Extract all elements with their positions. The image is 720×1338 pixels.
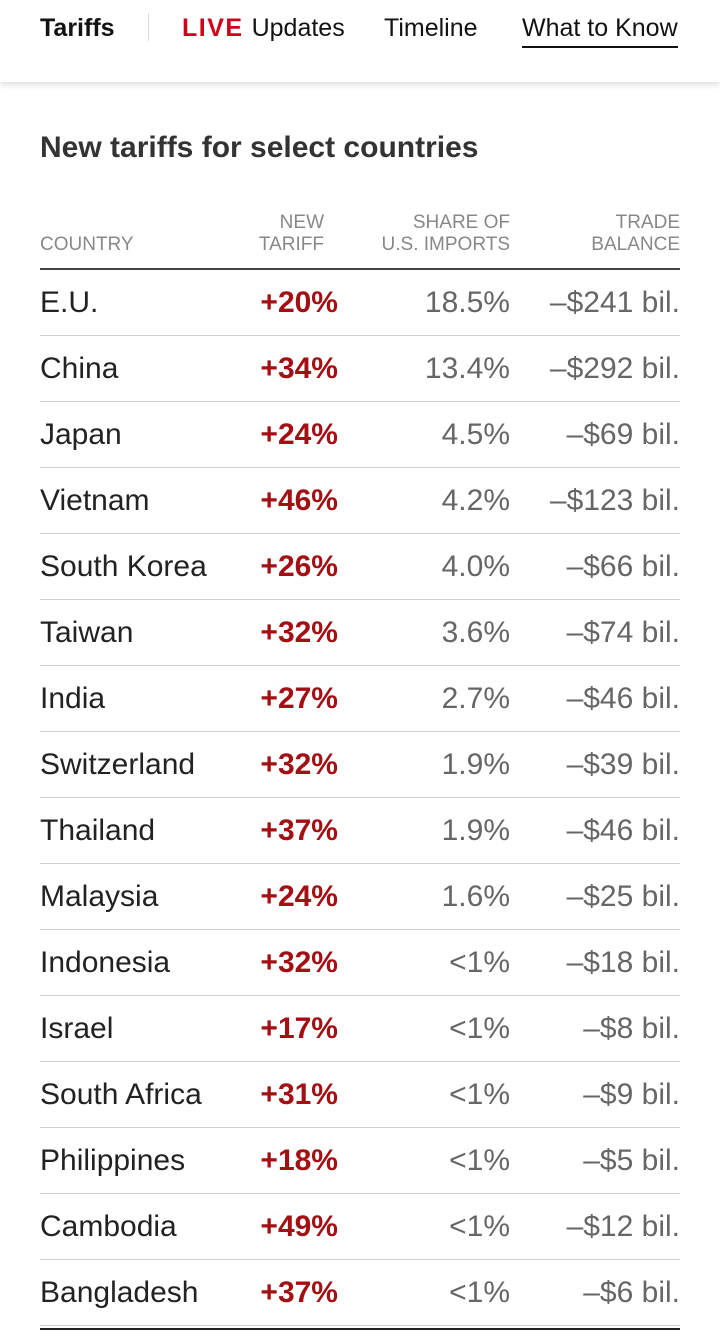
table-row: Vietnam +46% 4.2% –$123 bil. — [40, 468, 680, 534]
table-title: New tariffs for select countries — [40, 131, 479, 164]
share-cell: <1% — [449, 946, 510, 979]
table-row: Japan +24% 4.5% –$69 bil. — [40, 402, 680, 468]
what-to-know-label: What to Know — [522, 14, 678, 42]
tariff-cell: +18% — [260, 1144, 338, 1177]
country-cell: Vietnam — [40, 484, 150, 517]
balance-cell: –$18 bil. — [566, 946, 680, 979]
share-cell: <1% — [449, 1144, 510, 1177]
tariff-cell: +46% — [260, 484, 338, 517]
country-cell: South Africa — [40, 1078, 202, 1111]
table-row: Malaysia +24% 1.6% –$25 bil. — [40, 864, 680, 930]
country-cell: Malaysia — [40, 880, 159, 913]
share-cell: 1.6% — [441, 880, 510, 913]
header-country: COUNTRY — [40, 234, 134, 255]
header-share-of-imports: SHARE OF U.S. IMPORTS — [381, 212, 510, 255]
country-cell: Japan — [40, 418, 122, 451]
country-cell: Philippines — [40, 1144, 186, 1177]
share-cell: <1% — [449, 1078, 510, 1111]
balance-cell: –$39 bil. — [566, 748, 680, 781]
balance-cell: –$25 bil. — [566, 880, 680, 913]
table-row: Israel +17% <1% –$8 bil. — [40, 996, 680, 1062]
country-cell: Thailand — [40, 814, 156, 847]
country-cell: Cambodia — [40, 1210, 177, 1243]
share-cell: 3.6% — [441, 616, 510, 649]
tariff-cell: +24% — [260, 418, 338, 451]
nav-timeline[interactable]: Timeline — [384, 14, 478, 42]
table-row: Bangladesh +37% <1% –$6 bil. — [40, 1260, 680, 1326]
balance-cell: –$6 bil. — [583, 1276, 680, 1309]
table-row: Cambodia +49% <1% –$12 bil. — [40, 1194, 680, 1260]
share-cell: 1.9% — [441, 814, 510, 847]
country-cell: Taiwan — [40, 616, 134, 649]
table-row: Indonesia +32% <1% –$18 bil. — [40, 930, 680, 996]
table-row: South Africa +31% <1% –$9 bil. — [40, 1062, 680, 1128]
tariff-cell: +24% — [260, 880, 338, 913]
table-row: Philippines +18% <1% –$5 bil. — [40, 1128, 680, 1194]
share-cell: 2.7% — [441, 682, 510, 715]
tariff-cell: +31% — [260, 1078, 338, 1111]
tariff-cell: +32% — [260, 946, 338, 979]
nav-divider — [148, 13, 149, 41]
balance-cell: –$8 bil. — [583, 1012, 680, 1045]
table-row: Switzerland +32% 1.9% –$39 bil. — [40, 732, 680, 798]
tariff-cell: +37% — [260, 814, 338, 847]
balance-cell: –$5 bil. — [583, 1144, 680, 1177]
country-cell: Indonesia — [40, 946, 171, 979]
share-cell: <1% — [449, 1276, 510, 1309]
balance-cell: –$46 bil. — [566, 682, 680, 715]
table-row: China +34% 13.4% –$292 bil. — [40, 336, 680, 402]
tariff-cell: +17% — [260, 1012, 338, 1045]
nav-section-tariffs[interactable]: Tariffs — [40, 14, 115, 42]
balance-cell: –$292 bil. — [549, 352, 680, 385]
tariff-cell: +27% — [260, 682, 338, 715]
balance-cell: –$123 bil. — [549, 484, 680, 517]
share-cell: 4.5% — [441, 418, 510, 451]
share-cell: <1% — [449, 1012, 510, 1045]
active-tab-underline — [522, 46, 678, 48]
header-trade-balance: TRADE BALANCE — [591, 212, 680, 255]
country-cell: China — [40, 352, 119, 385]
tariff-cell: +20% — [260, 286, 338, 319]
country-cell: India — [40, 682, 106, 715]
tariff-cell: +49% — [260, 1210, 338, 1243]
table-bottom-rule — [40, 1328, 680, 1330]
header-new-tariff: NEW TARIFF — [258, 212, 324, 255]
top-navigation: Tariffs LIVE Updates Timeline What to Kno… — [0, 0, 720, 82]
country-cell: Israel — [40, 1012, 114, 1045]
share-cell: <1% — [449, 1210, 510, 1243]
share-cell: 1.9% — [441, 748, 510, 781]
country-cell: Switzerland — [40, 748, 196, 781]
table-body: E.U. +20% 18.5% –$241 bil. China +34% 13.4% –$2… — [40, 270, 680, 1326]
live-label: LIVE — [182, 14, 244, 42]
balance-cell: –$66 bil. — [566, 550, 680, 583]
table-row: Thailand +37% 1.9% –$46 bil. — [40, 798, 680, 864]
country-cell: South Korea — [40, 550, 207, 583]
country-cell: E.U. — [40, 286, 99, 319]
share-cell: 18.5% — [424, 286, 510, 319]
balance-cell: –$12 bil. — [566, 1210, 680, 1243]
share-cell: 13.4% — [424, 352, 510, 385]
table-row: South Korea +26% 4.0% –$66 bil. — [40, 534, 680, 600]
tariff-cell: +37% — [260, 1276, 338, 1309]
balance-cell: –$74 bil. — [566, 616, 680, 649]
share-cell: 4.2% — [441, 484, 510, 517]
table-header: COUNTRY NEW TARIFF SHARE OF U.S. IMPORTS… — [40, 210, 680, 270]
tariff-cell: +26% — [260, 550, 338, 583]
balance-cell: –$46 bil. — [566, 814, 680, 847]
updates-label: Updates — [251, 14, 345, 42]
tariff-cell: +34% — [260, 352, 338, 385]
balance-cell: –$69 bil. — [566, 418, 680, 451]
tariff-cell: +32% — [260, 748, 338, 781]
country-cell: Bangladesh — [40, 1276, 199, 1309]
nav-what-to-know[interactable]: What to Know — [522, 12, 678, 48]
table-row: E.U. +20% 18.5% –$241 bil. — [40, 270, 680, 336]
table-row: Taiwan +32% 3.6% –$74 bil. — [40, 600, 680, 666]
share-cell: 4.0% — [441, 550, 510, 583]
table-row: India +27% 2.7% –$46 bil. — [40, 666, 680, 732]
nav-live-updates[interactable]: LIVE Updates — [182, 12, 345, 44]
tariff-cell: +32% — [260, 616, 338, 649]
balance-cell: –$241 bil. — [549, 286, 680, 319]
balance-cell: –$9 bil. — [583, 1078, 680, 1111]
